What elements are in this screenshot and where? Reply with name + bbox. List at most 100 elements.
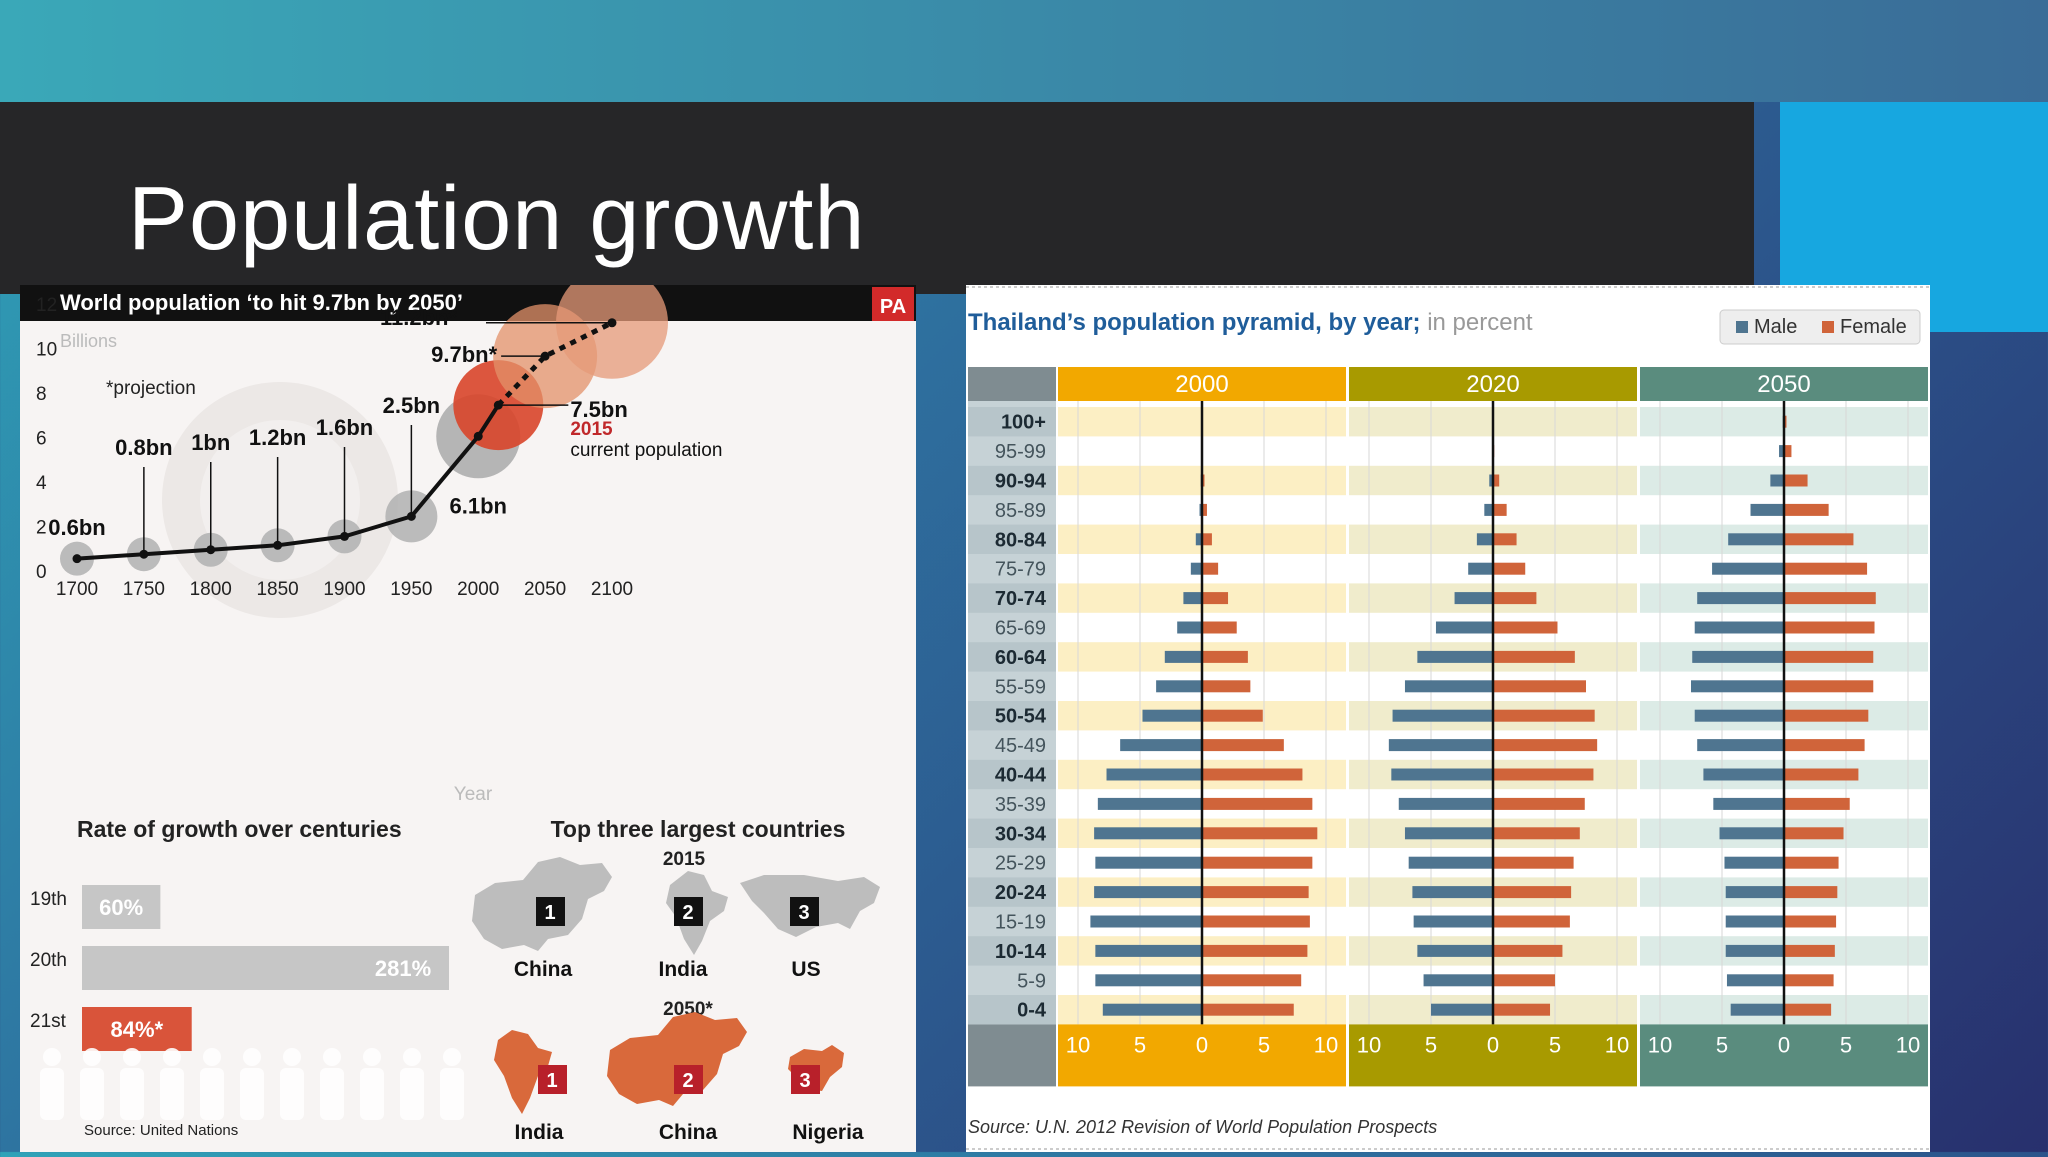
x-tick-label: 0 [1778, 1032, 1790, 1057]
female-bar [1202, 650, 1248, 663]
y-tick-label: 10 [36, 340, 57, 361]
y-tick-label: 2 [36, 518, 47, 539]
legend-box [1719, 309, 1921, 345]
age-row-band [968, 936, 1056, 966]
top-band [0, 0, 2048, 102]
age-row-band [968, 818, 1056, 848]
x-tick-label: 0 [1487, 1032, 1499, 1057]
female-bar [1493, 680, 1586, 693]
countries-title: Top three largest countries [551, 816, 846, 842]
male-bar [1725, 944, 1784, 957]
age-group-label: 65-69 [995, 618, 1046, 640]
male-bar [1454, 592, 1493, 605]
point-value-label: 1bn [191, 430, 230, 455]
point-value-label: 7.5bn [570, 397, 627, 422]
y-tick-label: 6 [36, 429, 47, 450]
male-bar [1102, 1003, 1202, 1016]
point-value-label: 0.8bn [115, 435, 172, 460]
female-bar [1493, 797, 1585, 810]
x-tick-label: 10 [1314, 1032, 1338, 1057]
male-bar [1779, 445, 1784, 458]
female-bar [1202, 1003, 1294, 1016]
rank-badge [790, 897, 819, 926]
rank-number: 2 [682, 1070, 693, 1092]
age-row-band [968, 642, 1056, 672]
person-silhouette-icon [43, 1048, 61, 1066]
male-bar [1724, 856, 1784, 869]
male-bar [1095, 974, 1202, 987]
person-silhouette-icon [403, 1048, 421, 1066]
age-group-label: 80-84 [995, 529, 1047, 551]
x-tick-label: 1900 [323, 579, 365, 600]
female-bar [1202, 709, 1263, 722]
age-group-label: 15-19 [995, 912, 1046, 934]
male-bar [1694, 621, 1784, 634]
male-bar [1413, 915, 1493, 928]
male-bar [1177, 621, 1202, 634]
female-bar [1784, 533, 1854, 546]
male-bar [1435, 621, 1493, 634]
x-axis-label: Year [454, 784, 493, 805]
female-bar [1493, 650, 1575, 663]
pyramid-source: Source: U.N. 2012 Revision of World Popu… [968, 1117, 1437, 1137]
female-bar [1202, 797, 1313, 810]
x-tick-label: 5 [1258, 1032, 1270, 1057]
female-bar [1202, 915, 1310, 928]
female-bar [1493, 1003, 1551, 1016]
country-name: Nigeria [792, 1121, 864, 1144]
country-name: India [514, 1121, 563, 1144]
age-row-band [968, 995, 1056, 1025]
person-silhouette-icon [203, 1048, 221, 1066]
century-label: 20th [30, 950, 67, 971]
y-tick-label: 12 [36, 295, 57, 316]
male-bar [1489, 474, 1493, 487]
female-bar [1784, 944, 1835, 957]
growth-bar [82, 946, 449, 990]
female-bar [1784, 562, 1868, 575]
age-group-label: 60-64 [995, 647, 1047, 669]
point-value-label: 6.1bn [450, 493, 507, 518]
age-group-label: 70-74 [995, 588, 1047, 610]
male-bar [1697, 592, 1784, 605]
left-source: Source: United Nations [84, 1122, 238, 1139]
female-bar [1202, 592, 1229, 605]
female-bar [1493, 827, 1580, 840]
x-tick-label: 1800 [190, 579, 232, 600]
female-bar [1202, 768, 1303, 781]
legend-label: Male [1754, 316, 1797, 338]
pa-logo [872, 287, 914, 321]
female-bar [1202, 856, 1313, 869]
female-bar [1493, 562, 1526, 575]
person-silhouette-icon [240, 1068, 264, 1120]
rank-number: 1 [544, 902, 555, 924]
age-group-label: 100+ [1001, 412, 1046, 434]
panel-footer [1349, 1024, 1637, 1087]
x-tick-label: 1750 [123, 579, 165, 600]
century-label: 19th [30, 889, 67, 910]
x-tick-label: 5 [1549, 1032, 1561, 1057]
female-bar [1493, 503, 1507, 516]
male-bar [1156, 680, 1202, 693]
person-silhouette-icon [200, 1068, 224, 1120]
x-tick-label: 2000 [457, 579, 499, 600]
rank-badge [538, 1065, 567, 1094]
person-silhouette-icon [80, 1068, 104, 1120]
year-header [1640, 367, 1928, 401]
infographic-header: World population ‘to hit 9.7bn by 2050’ [60, 290, 463, 315]
female-bar [1784, 592, 1876, 605]
male-bar [1417, 650, 1493, 663]
male-bar [1713, 797, 1784, 810]
thailand-pyramid-svg: Thailand’s population pyramid, by year; … [966, 286, 1930, 1150]
x-tick-label: 5 [1840, 1032, 1852, 1057]
title-bar [0, 102, 1754, 294]
x-tick-label: 10 [1066, 1032, 1090, 1057]
female-bar [1784, 827, 1844, 840]
x-tick-label: 10 [1357, 1032, 1381, 1057]
country-name: China [659, 1121, 718, 1144]
age-group-label: 45-49 [995, 735, 1046, 757]
male-bar [1404, 680, 1493, 693]
male-bar [1142, 709, 1202, 722]
female-bar [1784, 915, 1837, 928]
y-tick-label: 4 [36, 473, 47, 494]
male-bar [1120, 739, 1202, 752]
